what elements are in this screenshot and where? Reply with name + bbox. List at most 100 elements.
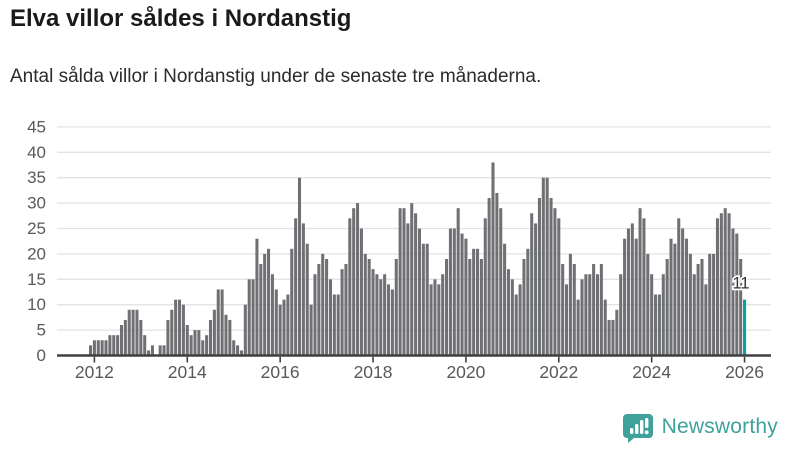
bar xyxy=(112,335,116,356)
bar xyxy=(681,228,685,356)
chart-title: Elva villor såldes i Nordanstig xyxy=(10,5,352,32)
bar xyxy=(657,294,661,356)
bar xyxy=(402,208,406,356)
bar xyxy=(468,258,472,356)
bar xyxy=(603,299,607,356)
x-axis-tick-label: 2024 xyxy=(632,362,671,382)
bar xyxy=(162,345,166,356)
bar xyxy=(228,319,232,356)
bar xyxy=(611,319,615,356)
bar xyxy=(147,350,151,356)
bar xyxy=(588,274,592,356)
bar xyxy=(553,208,557,356)
y-axis-tick-label: 20 xyxy=(27,244,46,263)
bar xyxy=(619,274,623,356)
bar xyxy=(232,340,236,356)
bar xyxy=(669,238,673,356)
bar xyxy=(383,274,387,356)
bar xyxy=(607,319,611,356)
bar xyxy=(108,335,112,356)
bar xyxy=(739,258,743,356)
bar xyxy=(317,264,321,356)
bar xyxy=(673,243,677,356)
bar xyxy=(189,335,193,356)
bar xyxy=(479,258,483,356)
bar xyxy=(127,309,131,356)
bar xyxy=(414,213,418,356)
bar xyxy=(692,274,696,356)
bar xyxy=(181,304,185,356)
bar xyxy=(297,177,302,356)
bar xyxy=(286,294,290,356)
logo-exclaim-dot xyxy=(644,430,649,435)
bar xyxy=(537,198,541,356)
x-axis-tick-label: 2020 xyxy=(446,362,485,382)
bar xyxy=(437,284,441,356)
bar xyxy=(561,264,565,356)
bar xyxy=(719,213,723,356)
bar xyxy=(247,279,251,356)
bar xyxy=(398,208,402,356)
y-axis-tick-label: 15 xyxy=(27,270,46,289)
bar xyxy=(394,258,398,356)
bar xyxy=(441,274,445,356)
bar xyxy=(100,340,104,356)
bar xyxy=(646,253,650,356)
bar xyxy=(139,319,143,356)
bar xyxy=(166,319,170,356)
y-axis-tick-label: 45 xyxy=(27,117,46,136)
bar xyxy=(595,274,600,356)
bar xyxy=(506,269,511,356)
bar xyxy=(406,223,410,356)
bar xyxy=(150,345,154,356)
bar xyxy=(665,258,669,356)
bar xyxy=(452,228,456,356)
bar xyxy=(212,309,216,356)
bar xyxy=(421,243,425,356)
y-axis-tick-label: 25 xyxy=(27,219,46,238)
bar xyxy=(514,294,518,356)
bar xyxy=(371,269,375,356)
bar xyxy=(495,192,499,356)
bar xyxy=(541,177,545,356)
bar xyxy=(359,228,363,356)
bar xyxy=(263,253,267,356)
x-axis-tick-label: 2022 xyxy=(539,362,578,382)
bar xyxy=(565,284,569,356)
bar xyxy=(92,340,96,356)
bar xyxy=(704,284,708,356)
bar xyxy=(379,279,383,356)
logo-bar-3 xyxy=(639,420,644,434)
bar xyxy=(224,314,228,356)
bar xyxy=(476,248,480,356)
bar xyxy=(135,309,139,356)
bar xyxy=(89,345,93,356)
bar xyxy=(410,203,414,356)
bar xyxy=(576,299,580,356)
bar xyxy=(96,340,100,356)
bar xyxy=(178,299,182,356)
bar xyxy=(340,269,344,356)
bar xyxy=(503,243,507,356)
bar xyxy=(205,335,209,356)
bar xyxy=(487,198,491,356)
x-axis-tick-label: 2014 xyxy=(168,362,207,382)
bar xyxy=(243,304,247,356)
bar xyxy=(696,264,700,356)
bar xyxy=(348,218,352,356)
x-axis-tick-label: 2016 xyxy=(261,362,300,382)
bar xyxy=(270,274,274,356)
bar xyxy=(715,218,719,356)
brand-name: Newsworthy xyxy=(661,415,778,438)
bar xyxy=(116,335,120,356)
bar xyxy=(123,319,127,356)
bar xyxy=(174,299,178,356)
bar xyxy=(472,248,476,356)
x-axis-tick-label: 2012 xyxy=(75,362,114,382)
x-axis-tick-label: 2026 xyxy=(725,362,764,382)
bar xyxy=(193,330,197,356)
bar xyxy=(650,274,654,356)
bar xyxy=(386,284,391,356)
